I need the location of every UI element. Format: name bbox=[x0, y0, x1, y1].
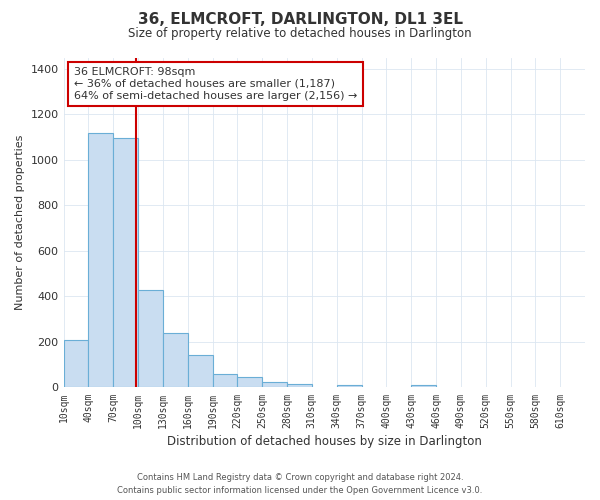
Text: Size of property relative to detached houses in Darlington: Size of property relative to detached ho… bbox=[128, 28, 472, 40]
Bar bbox=[262, 382, 287, 388]
Text: 36, ELMCROFT, DARLINGTON, DL1 3EL: 36, ELMCROFT, DARLINGTON, DL1 3EL bbox=[137, 12, 463, 28]
Bar bbox=[188, 355, 212, 388]
Bar bbox=[287, 384, 312, 388]
Text: 36 ELMCROFT: 98sqm
← 36% of detached houses are smaller (1,187)
64% of semi-deta: 36 ELMCROFT: 98sqm ← 36% of detached hou… bbox=[74, 68, 358, 100]
Bar bbox=[337, 385, 362, 388]
Bar bbox=[88, 132, 113, 388]
Bar bbox=[64, 340, 88, 388]
Text: Contains HM Land Registry data © Crown copyright and database right 2024.
Contai: Contains HM Land Registry data © Crown c… bbox=[118, 473, 482, 495]
X-axis label: Distribution of detached houses by size in Darlington: Distribution of detached houses by size … bbox=[167, 434, 482, 448]
Bar bbox=[212, 374, 238, 388]
Bar bbox=[113, 138, 138, 388]
Bar bbox=[238, 376, 262, 388]
Bar bbox=[411, 385, 436, 388]
Bar bbox=[138, 290, 163, 388]
Y-axis label: Number of detached properties: Number of detached properties bbox=[15, 135, 25, 310]
Bar bbox=[163, 333, 188, 388]
